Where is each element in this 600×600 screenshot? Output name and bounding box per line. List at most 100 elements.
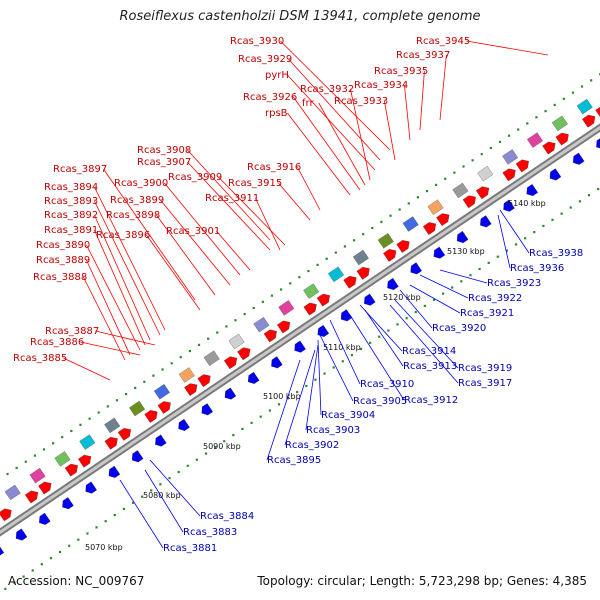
- forward-gene-label: Rcas_3890: [36, 240, 90, 251]
- scale-tick-0: [124, 392, 128, 396]
- scale-tick-1: [569, 206, 572, 209]
- reverse-leader-line: [389, 304, 459, 384]
- scale-tick-0: [170, 362, 173, 365]
- cog-block: [402, 216, 419, 232]
- forward-gene-label: Rcas_3894: [44, 182, 98, 193]
- scale-tick-1: [104, 520, 107, 523]
- cog-block: [352, 249, 369, 266]
- scale-tick-1: [195, 458, 198, 461]
- cog-block: [477, 165, 494, 182]
- scale-tick-1: [86, 532, 89, 535]
- forward-gene-arrow: [0, 508, 12, 522]
- scale-tick-1: [332, 366, 335, 369]
- reverse-gene-arrow: [294, 340, 306, 353]
- scale-tick-0: [425, 189, 429, 193]
- scale-tick-1: [22, 575, 25, 578]
- scale-tick-0: [115, 399, 119, 402]
- forward-leader-line: [384, 100, 396, 161]
- scale-tick-0: [462, 165, 465, 168]
- cog-block: [377, 233, 394, 249]
- reverse-gene-label: Rcas_3920: [432, 323, 486, 334]
- forward-gene-label: Rcas_3888: [33, 272, 87, 283]
- scale-tick-1: [49, 557, 53, 560]
- forward-leader-line: [86, 259, 131, 356]
- reverse-gene-label: Rcas_3895: [267, 455, 321, 466]
- scale-tick-1: [414, 310, 417, 314]
- reverse-gene-label: Rcas_3910: [360, 379, 414, 390]
- forward-gene-arrow: [502, 168, 516, 182]
- scale-tick-0: [42, 448, 46, 451]
- reverse-leader-line: [364, 309, 404, 367]
- forward-gene-arrow: [184, 383, 198, 396]
- forward-leader-line: [278, 182, 311, 221]
- scale-tick-0: [562, 97, 565, 100]
- scale-tick-0: [216, 331, 219, 334]
- forward-gene-label: Rcas_3909: [168, 172, 222, 183]
- scale-tick-0: [590, 79, 593, 82]
- forward-leader-line: [218, 176, 286, 246]
- scale-tick-0: [152, 374, 155, 377]
- scale-tick-0: [261, 300, 264, 303]
- cog-block: [203, 350, 220, 366]
- scale-tick-1: [597, 187, 600, 191]
- forward-gene-arrow: [462, 195, 476, 209]
- scale-tick-0: [453, 171, 456, 174]
- forward-gene-label: Rcas_3932: [300, 84, 354, 95]
- scale-tick-1: [460, 280, 463, 283]
- reverse-gene-arrow: [433, 246, 446, 259]
- forward-gene-arrow: [582, 114, 596, 128]
- scale-tick-0: [498, 140, 502, 143]
- scale-tick-1: [496, 255, 499, 258]
- scale-tick-0: [143, 380, 146, 383]
- scale-tick-0: [334, 251, 337, 254]
- scale-tick-0: [362, 233, 365, 236]
- scale-tick-1: [314, 378, 317, 381]
- scale-tick-1: [159, 483, 162, 486]
- cog-block: [79, 434, 96, 450]
- reverse-gene-arrow: [0, 546, 5, 556]
- scale-tick-1: [77, 538, 80, 541]
- forward-leader-line: [83, 276, 126, 361]
- scale-tick-1: [223, 440, 226, 443]
- forward-gene-arrow: [237, 347, 251, 361]
- reverse-leader-line: [439, 269, 488, 284]
- forward-leader-line: [146, 234, 201, 311]
- reverse-leader-line: [419, 274, 469, 299]
- scale-tick-0: [535, 116, 538, 119]
- reverse-gene-label: Rcas_3938: [529, 248, 583, 259]
- scale-tick-0: [15, 466, 18, 469]
- reverse-leader-line: [329, 319, 361, 385]
- reverse-gene-arrow: [39, 512, 51, 525]
- forward-gene-label: Rcas_3899: [110, 195, 164, 206]
- scale-tick-1: [277, 403, 281, 406]
- forward-gene-label: Rcas_3897: [53, 164, 107, 175]
- scale-tick-0: [252, 306, 255, 310]
- cog-block: [153, 384, 170, 400]
- reverse-gene-label: Rcas_3922: [468, 293, 522, 304]
- forward-gene-label: rpsB: [265, 108, 288, 119]
- scale-tick-0: [307, 269, 310, 273]
- reverse-gene-arrow: [364, 293, 376, 306]
- forward-gene-label: Rcas_3892: [44, 210, 98, 221]
- scale-tick-1: [505, 249, 509, 252]
- forward-gene-arrow: [157, 401, 171, 414]
- reverse-gene-arrow: [178, 418, 190, 431]
- forward-gene-label: Rcas_3930: [230, 36, 284, 47]
- scale-tick-0: [489, 146, 492, 150]
- scale-tick-1: [542, 224, 545, 228]
- forward-leader-line: [103, 168, 196, 301]
- reverse-leader-line: [149, 459, 201, 517]
- scale-label: 5070 kbp: [85, 543, 123, 552]
- scale-tick-1: [305, 384, 308, 387]
- scale-tick-0: [207, 337, 210, 340]
- forward-gene-arrow: [515, 159, 529, 173]
- reverse-leader-line: [305, 344, 319, 431]
- scale-tick-0: [24, 460, 27, 463]
- reverse-leader-line: [317, 339, 322, 416]
- scale-tick-1: [259, 415, 262, 418]
- reverse-gene-label: Rcas_3914: [402, 346, 456, 357]
- reverse-gene-label: Rcas_3904: [321, 410, 375, 421]
- scale-tick-1: [186, 464, 189, 467]
- reverse-leader-line: [349, 314, 405, 401]
- scale-tick-1: [551, 218, 554, 221]
